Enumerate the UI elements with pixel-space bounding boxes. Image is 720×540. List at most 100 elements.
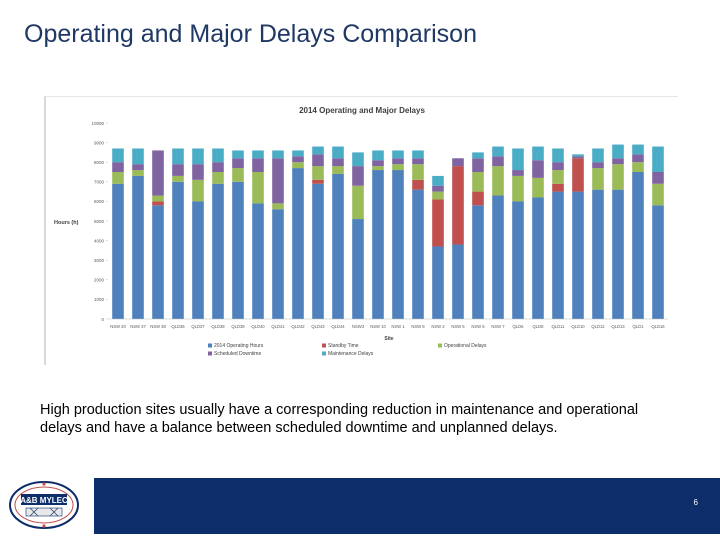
x-tick-label: QLD36: [171, 324, 185, 329]
legend-label: Maintenance Delays: [328, 351, 374, 357]
bar-segment: [192, 148, 204, 165]
bar-segment: [332, 158, 344, 167]
bar-segment: [212, 183, 224, 319]
page-number: 6: [693, 498, 698, 507]
bar-segment: [132, 164, 144, 171]
bar-segment: [352, 219, 364, 319]
bar-segment: [552, 148, 564, 163]
x-tick-label: QLD11: [552, 324, 566, 329]
bar-segment: [372, 170, 384, 319]
bar-segment: [112, 183, 124, 319]
bar-segment: [212, 162, 224, 172]
bar-segment: [252, 158, 264, 172]
bar-segment: [392, 170, 404, 319]
bar-segment: [332, 146, 344, 159]
legend-label: Standby Time: [328, 343, 359, 349]
bar-segment: [632, 154, 644, 163]
bar-segment: [152, 201, 164, 206]
bar-segment: [252, 203, 264, 319]
slide-caption: High production sites usually have a cor…: [40, 402, 639, 436]
x-tick-label: NSW 10: [370, 324, 386, 329]
x-tick-label: NSW 20: [110, 324, 126, 329]
bar-segment: [532, 160, 544, 178]
bar-group: [108, 144, 668, 320]
bar-segment: [272, 158, 284, 204]
bar-segment: [612, 144, 624, 159]
bar-segment: [152, 205, 164, 319]
chart-legend: 2014 Operating Hours Standby Time Operatio…: [208, 343, 487, 357]
x-tick-label: QLD44: [331, 324, 345, 329]
x-tick-label: QLD42: [291, 324, 305, 329]
bar-segment: [132, 170, 144, 176]
legend-swatch: [208, 343, 212, 348]
bar-segment: [652, 183, 664, 206]
bar-segment: [592, 162, 604, 169]
x-axis-ticks: NSW 20 NSW 37 NSW 38 QLD36 QLD37 QLD38 QLD39 QL…: [110, 324, 665, 329]
bar-segment: [432, 246, 444, 319]
bar-segment: [372, 166, 384, 171]
bar-segment: [432, 191, 444, 200]
bar-segment: [452, 166, 464, 245]
bar-segment: [112, 172, 124, 184]
y-tick-label: 1000: [94, 297, 105, 302]
bar-segment: [372, 160, 384, 167]
bar-segment: [452, 158, 464, 167]
x-tick-label: QLD12: [591, 324, 605, 329]
bar-segment: [552, 191, 564, 319]
bar-segment: [172, 181, 184, 319]
bar-segment: [312, 183, 324, 319]
bar-segment: [512, 201, 524, 319]
bar-segment: [492, 156, 504, 167]
bar-segment: [432, 199, 444, 247]
bar-segment: [352, 152, 364, 167]
y-tick-label: 5000: [94, 219, 105, 224]
legend-swatch: [438, 343, 442, 348]
bar-segment: [392, 164, 404, 171]
bar-segment: [592, 168, 604, 190]
logo-seal-icon: A&B MYLEC: [9, 481, 79, 529]
bar-segment: [552, 183, 564, 192]
bar-segment: [312, 166, 324, 180]
bar-segment: [372, 150, 384, 161]
legend-label: Scheduled Downtime: [214, 351, 261, 357]
y-tick-label: 8000: [94, 160, 105, 165]
bar-segment: [152, 195, 164, 202]
x-tick-label: QLD37: [191, 324, 205, 329]
bar-segment: [312, 179, 324, 184]
bar-segment: [492, 166, 504, 196]
bar-segment: [292, 162, 304, 169]
bar-segment: [212, 148, 224, 163]
bar-segment: [272, 150, 284, 159]
bar-segment: [532, 177, 544, 198]
bar-segment: [572, 156, 584, 159]
bar-segment: [512, 170, 524, 176]
bar-segment: [392, 158, 404, 165]
x-tick-label: NSW 2: [431, 324, 445, 329]
bar-segment: [652, 205, 664, 319]
bar-segment: [132, 148, 144, 165]
y-tick-label: 6000: [94, 199, 105, 204]
bar-segment: [432, 185, 444, 192]
x-tick-label: QLD8: [533, 324, 545, 329]
legend-label: Operational Delays: [444, 343, 487, 349]
y-tick-label: 3000: [94, 258, 105, 263]
chart-title: 2014 Operating and Major Delays: [299, 106, 425, 115]
x-tick-label: QLD38: [211, 324, 225, 329]
bar-segment: [192, 179, 204, 202]
bar-segment: [472, 152, 484, 159]
bar-segment: [192, 201, 204, 319]
legend-swatch: [322, 343, 326, 348]
slide-title: Operating and Major Delays Comparison: [24, 20, 477, 48]
x-tick-label: NSW 38: [150, 324, 166, 329]
y-axis-label: Hours (h): [54, 220, 79, 226]
x-tick-label: QLD40: [251, 324, 265, 329]
bar-segment: [512, 148, 524, 171]
x-axis-label: Site: [384, 336, 393, 342]
x-tick-label: NSW 8: [411, 324, 425, 329]
bar-segment: [432, 175, 444, 186]
bar-segment: [592, 189, 604, 319]
y-axis-ticks: 0 1000 2000 3000 4000 5000 6000 7000 8000 9000 100…: [91, 121, 108, 322]
bar-segment: [352, 166, 364, 186]
bar-segment: [112, 148, 124, 163]
x-tick-label: QLD1: [633, 324, 645, 329]
